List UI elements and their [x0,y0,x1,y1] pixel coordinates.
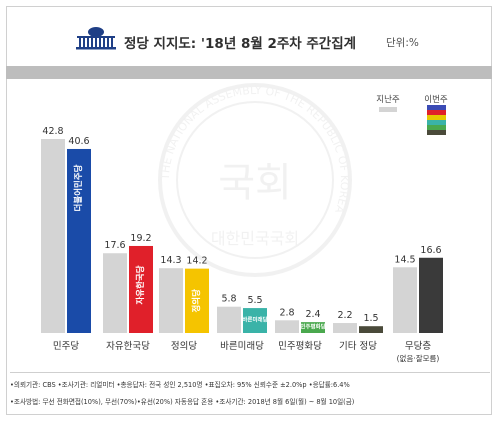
legend-current-swatch-stripe-5 [427,130,446,135]
bar-current-2 [185,268,209,333]
value-label-previous-5: 2.2 [337,310,352,321]
chart-title: 정당 지지도: '18년 8월 2주차 주간집계 [124,36,357,52]
assembly-building-icon [76,27,116,50]
category-label-5: 기타 정당 [339,341,377,352]
seal-center-text: 국회 [218,160,292,206]
legend: 지난주 이번주 [376,94,448,135]
value-label-current-2: 14.2 [186,256,207,267]
value-label-current-4: 2.4 [305,309,320,320]
bar-previous-0 [41,139,65,333]
legend-current-swatch-stripe-1 [427,110,446,115]
bar-current-6 [419,257,443,333]
legend-current-swatch-stripe-0 [427,105,446,110]
bar-logo-label-3: 바른미래당 [242,316,267,324]
bar-previous-3 [217,306,241,333]
bar-previous-5 [333,323,357,333]
value-label-current-5: 1.5 [363,313,378,324]
value-label-previous-0: 42.8 [42,126,63,137]
bar-logo-label-2: 정의당 [191,289,202,313]
footnotes: •의뢰기관: CBS •조사기관: 리얼미터 •총응답자: 전국 성인 2,51… [10,372,490,411]
bar-current-5 [359,326,383,333]
header: 정당 지지도: '18년 8월 2주차 주간집계 단위:% [0,0,500,62]
value-label-previous-6: 14.5 [394,254,415,265]
bar-current-4 [301,322,325,333]
bars-group: 42.8 40.6 더불어민주당 17.6 19.2 자유한국당 14.3 14.2 정의당 5.… [41,126,443,333]
bar-current-1 [129,245,153,333]
category-label-1: 자유한국당 [106,341,150,352]
category-label-3: 바른미래당 [220,341,264,352]
value-label-previous-3: 5.8 [221,294,236,305]
bar-logo-label-0: 더불어민주당 [73,164,84,211]
value-label-current-1: 19.2 [130,233,151,244]
category-label-2: 정의당 [171,341,197,352]
legend-current-label: 이번주 [424,94,448,105]
seal-bottom-text: 대한민국국회 [211,229,299,248]
value-label-previous-2: 14.3 [160,255,181,266]
legend-previous-label: 지난주 [376,95,400,105]
title-band [6,66,492,79]
bar-logo-label-1: 자유한국당 [135,265,146,304]
value-label-current-3: 5.5 [247,295,262,306]
bar-logo-label-4: 민주평화당 [300,323,325,331]
footnote-1: •의뢰기관: CBS •조사기관: 리얼미터 •총응답자: 전국 성인 2,51… [10,381,350,389]
bar-previous-4 [275,320,299,333]
footnote-2: •조사방법: 무선 전화면접(10%), 무선(70%)•유선(20%) 자동응… [10,398,355,406]
figure-frame [6,6,492,415]
category-sublabel-6: (없음·잘모름) [397,354,440,363]
legend-current-swatch [427,105,446,135]
category-label-6: 무당층 [405,341,431,352]
unit-label: 단위:% [386,37,419,49]
bar-previous-2 [159,268,183,333]
category-labels: 민주당 자유한국당 정의당 바른미래당 민주평화당 기타 정당 무당층 (없음·잘모름) [53,341,440,363]
value-label-previous-4: 2.8 [279,307,294,318]
legend-current-swatch-stripe-4 [427,125,446,130]
bar-chart: THE NATIONAL ASSEMBLY OF THE REPUBLIC OF… [41,83,448,363]
category-label-4: 민주평화당 [278,341,322,352]
value-label-current-6: 16.6 [420,245,441,256]
legend-previous-swatch [379,107,397,112]
value-label-previous-1: 17.6 [104,240,125,251]
bar-previous-6 [393,267,417,333]
category-label-0: 민주당 [53,341,79,352]
bar-current-3 [243,308,267,333]
legend-current-swatch-stripe-3 [427,120,446,125]
seal-watermark: THE NATIONAL ASSEMBLY OF THE REPUBLIC OF… [158,83,352,277]
bar-previous-1 [103,253,127,333]
value-label-current-0: 40.6 [68,136,89,147]
legend-current-swatch-stripe-2 [427,115,446,120]
bar-current-0 [67,148,91,333]
